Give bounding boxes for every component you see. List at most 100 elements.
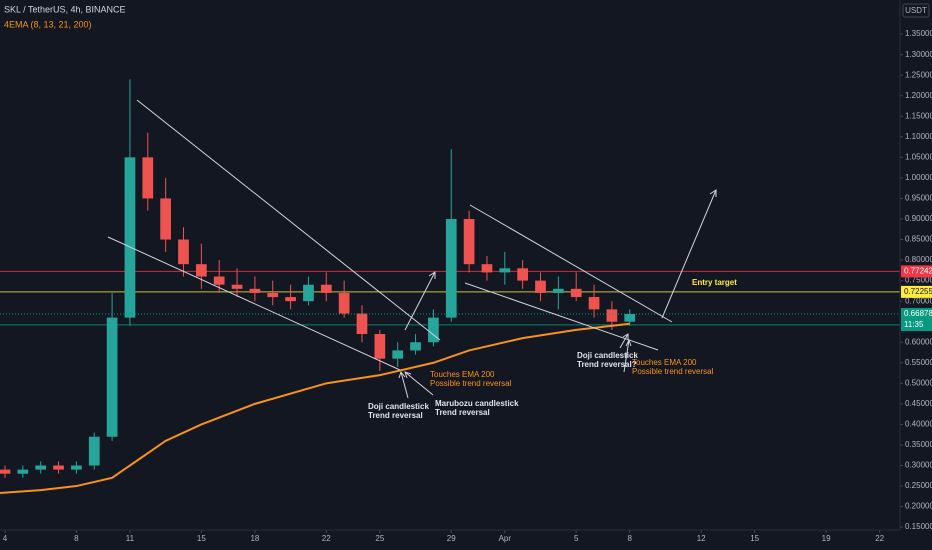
price-label-bg <box>901 265 932 278</box>
candle-body <box>17 469 29 474</box>
y-tick-label: 0.60000 <box>905 337 932 346</box>
candle-body <box>517 268 529 281</box>
candle-body <box>0 469 11 474</box>
y-tick-label: 1.20000 <box>905 91 932 100</box>
x-tick-label: 25 <box>375 534 384 543</box>
indicator-label: 4EMA (8, 13, 21, 200) <box>4 19 92 29</box>
y-tick-label: 0.40000 <box>905 420 932 429</box>
x-tick-label: 19 <box>822 534 831 543</box>
candle-body <box>356 313 368 335</box>
candle-body <box>445 218 457 318</box>
currency: USDT <box>905 6 927 15</box>
y-tick-label: 0.70000 <box>905 296 932 305</box>
annotation: Possible trend reversal <box>632 367 714 376</box>
trend-line <box>107 236 401 371</box>
arrow <box>623 338 632 373</box>
arrow <box>404 371 434 396</box>
candle-body <box>338 292 350 314</box>
trend-line <box>469 204 673 323</box>
trend-line <box>464 282 659 351</box>
last-price-bg <box>901 307 932 331</box>
candle-body <box>267 292 279 298</box>
annotation: Touches EMA 200 <box>632 358 697 367</box>
arrow <box>404 271 436 331</box>
price-label-bg <box>901 285 932 298</box>
candle-body <box>552 288 564 293</box>
y-tick-label: 0.80000 <box>905 255 932 264</box>
x-tick-label: 11 <box>126 534 135 543</box>
candle-body <box>124 157 136 318</box>
candle-body <box>285 297 296 302</box>
y-tick-label: 1.35000 <box>905 29 932 38</box>
y-tick-label: 0.75000 <box>905 276 932 285</box>
y-tick-label: 0.20000 <box>905 502 932 511</box>
plot-area <box>0 79 900 495</box>
arrow <box>661 189 717 319</box>
candle-body <box>392 350 404 359</box>
x-tick-label: 12 <box>697 534 706 543</box>
candle-body <box>178 239 189 265</box>
candle-body <box>374 334 386 359</box>
y-tick-label: 0.95000 <box>905 194 932 203</box>
candle-body <box>410 342 421 351</box>
candle-body <box>588 297 600 310</box>
candle-body <box>249 288 261 293</box>
candle-body <box>195 264 207 277</box>
price-label: 0.77242 <box>904 267 932 276</box>
chart-title: SKL / TetherUS, 4h, BINANCE <box>4 4 126 14</box>
y-tick-label: 0.55000 <box>905 358 932 367</box>
y-tick-label: 0.50000 <box>905 378 932 387</box>
x-tick-label: 4 <box>3 534 8 543</box>
candle-body <box>463 218 475 265</box>
last-price-label: 0.66878 <box>904 309 932 318</box>
x-tick-label: 15 <box>750 534 759 543</box>
annotation: Marubozu candlestick <box>435 399 519 408</box>
y-tick-label: 0.15000 <box>905 522 932 531</box>
price-label: 0.72255 <box>904 287 932 296</box>
y-tick-label: 0.85000 <box>905 235 932 244</box>
x-tick-label: 18 <box>250 534 259 543</box>
annotation: Trend reversal <box>368 411 423 420</box>
y-tick-label: 1.10000 <box>905 132 932 141</box>
x-tick-label: Apr <box>499 534 512 543</box>
candle-body <box>428 317 439 343</box>
x-tick-label: 8 <box>628 534 633 543</box>
candle-body <box>535 280 546 293</box>
y-tick-label: 0.90000 <box>905 214 932 223</box>
candle-body <box>320 284 332 293</box>
annotation: Trend reversal? <box>577 360 637 369</box>
countdown: 11:35 <box>904 320 924 329</box>
annotation: Doji candlestick <box>368 402 429 411</box>
candle-body <box>624 313 636 322</box>
candle-body <box>213 276 225 285</box>
candle-body <box>160 198 172 240</box>
candle-body <box>606 309 618 322</box>
annotation: Doji candlestick <box>577 351 638 360</box>
candle-body <box>71 465 82 470</box>
candle-body <box>88 436 100 466</box>
candle-body <box>570 288 582 298</box>
arrow <box>619 333 629 349</box>
annotation: Trend reversal <box>435 408 490 417</box>
annotation: Possible trend reversal <box>430 379 512 388</box>
candle-body <box>35 465 47 470</box>
currency-box <box>902 3 930 18</box>
y-tick-label: 0.25000 <box>905 481 932 490</box>
x-tick-label: 5 <box>574 534 579 543</box>
y-tick-label: 0.45000 <box>905 399 932 408</box>
annotation: Entry target <box>692 278 737 287</box>
y-tick-label: 1.05000 <box>905 152 932 161</box>
y-tick-label: 1.30000 <box>905 50 932 59</box>
y-tick-label: 1.15000 <box>905 111 932 120</box>
y-tick-label: 1.00000 <box>905 173 932 182</box>
candle-body <box>499 268 511 273</box>
candle-body <box>142 157 154 199</box>
x-tick-label: 29 <box>447 534 456 543</box>
y-tick-label: 0.35000 <box>905 440 932 449</box>
x-tick-label: 15 <box>197 534 206 543</box>
candle-body <box>481 264 493 273</box>
arrow <box>398 370 409 399</box>
y-tick-label: 0.30000 <box>905 461 932 470</box>
